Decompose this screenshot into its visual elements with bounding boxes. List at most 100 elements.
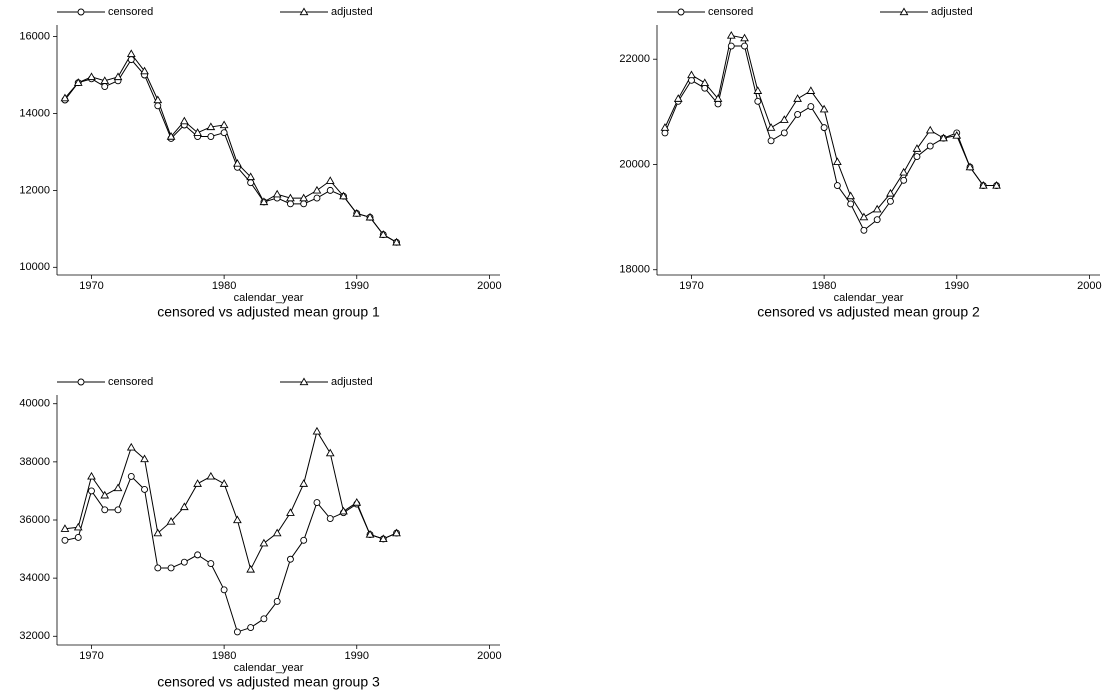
data-point bbox=[326, 515, 334, 522]
data-point bbox=[73, 78, 83, 86]
data-point bbox=[206, 122, 216, 131]
y-tick-label: 32000 bbox=[19, 630, 50, 642]
data-point bbox=[140, 454, 149, 463]
y-tick-label: 40000 bbox=[19, 398, 50, 410]
chart-title: censored vs adjusted mean group 2 bbox=[757, 304, 980, 320]
data-point bbox=[247, 624, 255, 632]
x-axis-label: calendar_year bbox=[834, 292, 904, 304]
data-point bbox=[700, 78, 710, 87]
data-point bbox=[754, 97, 762, 105]
data-point bbox=[220, 586, 228, 594]
data-point bbox=[767, 137, 775, 145]
legend-label: censored bbox=[108, 6, 153, 18]
data-point bbox=[392, 528, 401, 537]
y-tick-label: 18000 bbox=[619, 264, 650, 276]
legend-marker bbox=[899, 7, 909, 16]
data-point bbox=[766, 123, 776, 131]
legend-label: adjusted bbox=[931, 6, 973, 18]
data-point bbox=[140, 66, 149, 75]
chart-title: censored vs adjusted mean group 1 bbox=[157, 304, 380, 320]
data-point bbox=[886, 188, 895, 197]
x-tick-label: 1970 bbox=[679, 280, 703, 292]
data-point bbox=[846, 191, 856, 200]
data-point bbox=[247, 179, 255, 187]
data-point bbox=[126, 442, 136, 451]
data-point bbox=[978, 181, 988, 189]
data-point bbox=[166, 516, 176, 525]
data-point bbox=[859, 212, 869, 221]
data-point bbox=[272, 189, 282, 198]
data-point bbox=[312, 426, 322, 435]
data-point bbox=[74, 533, 82, 541]
x-tick-label: 2000 bbox=[477, 650, 501, 662]
data-point bbox=[952, 131, 962, 139]
data-point bbox=[60, 524, 70, 532]
legend-marker bbox=[299, 377, 309, 386]
data-point bbox=[101, 83, 109, 90]
data-point bbox=[900, 176, 908, 184]
data-point bbox=[88, 487, 95, 495]
data-point bbox=[113, 483, 123, 492]
data-point bbox=[207, 560, 215, 568]
series-line bbox=[64, 58, 397, 243]
data-point bbox=[246, 172, 256, 181]
data-point bbox=[300, 536, 308, 544]
data-point bbox=[179, 502, 189, 511]
y-tick-label: 10000 bbox=[19, 261, 50, 273]
data-point bbox=[286, 508, 295, 516]
data-point bbox=[286, 555, 294, 563]
x-axis-label: calendar_year bbox=[234, 662, 304, 674]
data-point bbox=[87, 72, 96, 81]
data-point bbox=[807, 103, 815, 111]
data-point bbox=[833, 157, 842, 165]
y-tick-label: 38000 bbox=[19, 456, 50, 468]
x-tick-label: 1990 bbox=[345, 650, 369, 662]
y-tick-label: 20000 bbox=[619, 158, 650, 170]
series-line bbox=[64, 430, 397, 571]
data-point bbox=[378, 534, 388, 543]
legend-marker bbox=[299, 7, 309, 16]
data-point bbox=[179, 116, 189, 125]
x-tick-label: 1980 bbox=[212, 650, 236, 662]
data-point bbox=[113, 72, 123, 81]
data-point bbox=[847, 200, 855, 208]
panel: 10000 12000 14000 16000 1970 1980 1990 2000 cale… bbox=[19, 6, 501, 320]
x-tick-label: 1990 bbox=[945, 280, 969, 292]
y-tick-label: 16000 bbox=[19, 30, 50, 42]
data-point bbox=[793, 94, 802, 102]
y-tick-label: 22000 bbox=[619, 53, 650, 65]
data-point bbox=[153, 528, 163, 537]
data-point bbox=[180, 558, 188, 566]
data-point bbox=[714, 100, 722, 108]
x-tick-label: 1970 bbox=[79, 280, 103, 292]
data-point bbox=[365, 212, 375, 221]
x-tick-label: 1970 bbox=[79, 650, 103, 662]
data-point bbox=[899, 167, 909, 176]
y-tick-label: 34000 bbox=[19, 572, 50, 584]
data-point bbox=[246, 564, 256, 573]
data-point bbox=[259, 538, 269, 547]
data-point bbox=[779, 115, 789, 123]
data-point bbox=[193, 479, 202, 487]
legend-label: adjusted bbox=[331, 6, 373, 18]
data-point bbox=[87, 471, 96, 480]
data-point bbox=[313, 194, 321, 202]
data-point bbox=[259, 197, 269, 206]
data-point bbox=[286, 200, 294, 208]
data-point bbox=[925, 125, 935, 134]
data-point bbox=[326, 186, 334, 194]
data-point bbox=[127, 472, 135, 480]
data-point bbox=[233, 158, 242, 167]
data-point bbox=[726, 31, 736, 39]
data-point bbox=[741, 42, 748, 50]
y-tick-label: 14000 bbox=[19, 107, 50, 119]
data-point bbox=[740, 33, 749, 42]
data-point bbox=[886, 197, 894, 205]
data-point bbox=[153, 95, 163, 104]
data-point bbox=[688, 76, 695, 84]
data-point bbox=[286, 193, 295, 202]
data-point bbox=[378, 230, 388, 238]
data-point bbox=[352, 498, 362, 506]
series-line bbox=[664, 34, 997, 218]
x-tick-label: 2000 bbox=[477, 280, 501, 292]
